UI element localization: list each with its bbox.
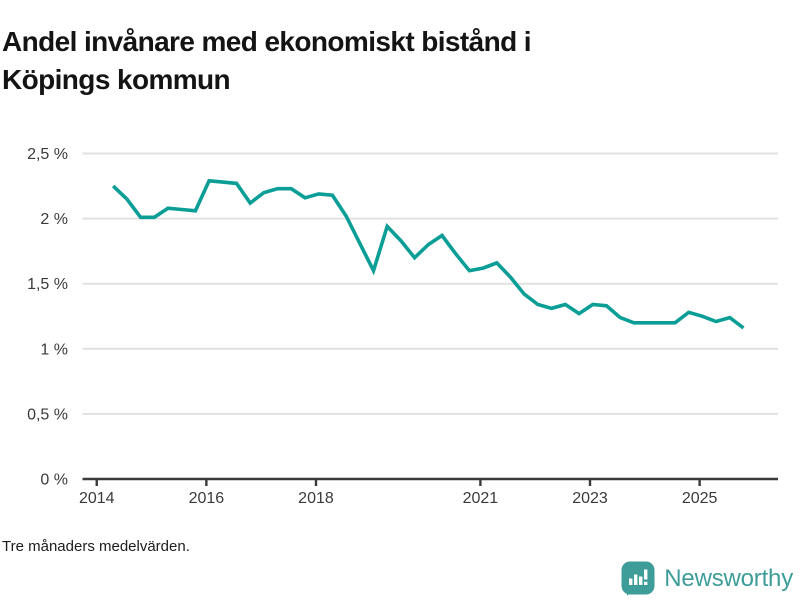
page-title-line1: Andel invånare med ekonomiskt bistånd i — [2, 25, 532, 57]
page-title-line2: Köpings kommun — [2, 63, 231, 95]
x-tick-label: 2025 — [682, 490, 718, 507]
y-tick-label: 0 % — [40, 472, 68, 489]
newsworthy-speech-bubble-barchart-icon — [621, 561, 655, 596]
x-tick-label: 2023 — [572, 490, 608, 507]
y-tick-label: 2 % — [40, 211, 68, 228]
data-line-andel-inv-nare-med-ekonomiskt-bist-nd — [111, 178, 745, 330]
x-tick-label: 2021 — [463, 490, 499, 507]
y-tick-label: 1 % — [40, 341, 68, 358]
y-tick-label: 1,5 % — [27, 276, 68, 293]
y-tick-label: 0,5 % — [27, 406, 68, 423]
newsworthy-logo: Newsworthy — [621, 561, 793, 596]
x-tick-label: 2018 — [298, 490, 334, 507]
x-tick-label: 2014 — [79, 490, 115, 507]
line-chart: 0 % 0,5 % 1 % 1,5 % 2 % 2,5 % 2014 2016 2018 2021… — [27, 146, 778, 507]
y-tick-label: 2,5 % — [27, 146, 68, 163]
brand-name: Newsworthy — [664, 564, 793, 592]
x-tick-label: 2016 — [189, 490, 225, 507]
chart-footnote: Tre månaders medelvärden. — [2, 538, 190, 555]
page-title: Andel invånare med ekonomiskt bistånd i … — [2, 23, 782, 99]
